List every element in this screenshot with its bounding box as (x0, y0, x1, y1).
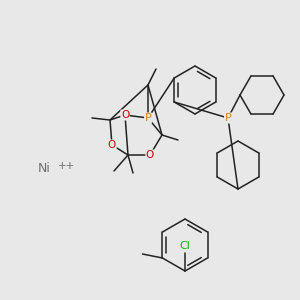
Text: ++: ++ (58, 161, 75, 171)
Text: O: O (121, 110, 129, 120)
Text: P: P (225, 113, 231, 123)
Text: O: O (108, 140, 116, 150)
Text: P: P (145, 113, 152, 123)
Text: Cl: Cl (180, 241, 190, 251)
Text: Ni: Ni (38, 161, 51, 175)
Text: O: O (146, 150, 154, 160)
